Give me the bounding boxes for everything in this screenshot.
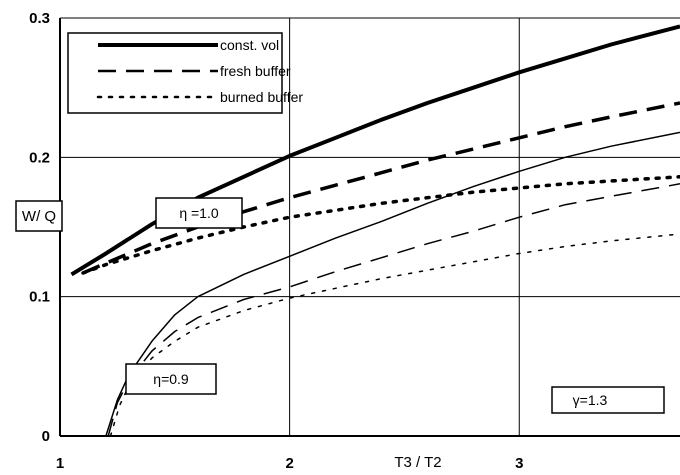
annotation-box-eta-1: [155, 197, 243, 229]
y-tick-label-1: 0.1: [29, 289, 50, 306]
ylabel-box: [15, 200, 63, 232]
annotation-box-gamma: [551, 386, 665, 414]
x-tick-label-1: 2: [285, 455, 293, 472]
x-tick-label-2: 3: [515, 455, 523, 472]
legend-label-const-vol: const. vol: [220, 37, 279, 53]
x-tick-label-0: 1: [56, 455, 64, 472]
x-axis-label: T3 / T2: [394, 454, 441, 471]
series-line-fresh-buffer-eta-09: [107, 183, 680, 437]
series-line-const-vol-eta-09: [105, 131, 680, 437]
series-line-fresh-buffer-eta-10: [82, 101, 680, 275]
tick-labels: 0 0.1 0.2 0.3 1 2 3: [29, 10, 523, 472]
y-axis-label: W/ Q: [22, 208, 56, 225]
annotation-box-eta-09: [125, 363, 217, 395]
legend: const. vol fresh buffer burned buffer: [67, 32, 303, 114]
y-tick-label-2: 0.2: [29, 149, 50, 166]
series-line-burned-buffer-eta-10: [81, 175, 680, 275]
annotation-eta-1: η =1.0: [179, 205, 219, 221]
annotation-eta-09: η=0.9: [153, 371, 189, 387]
legend-label-fresh-buffer: fresh buffer: [220, 63, 291, 79]
series-line-burned-buffer-eta-09: [109, 233, 680, 437]
annotation-gamma: γ=1.3: [573, 392, 608, 408]
legend-label-burned-buffer: burned buffer: [220, 89, 303, 105]
y-tick-label-0: 0: [42, 428, 50, 445]
y-tick-label-3: 0.3: [29, 10, 50, 27]
